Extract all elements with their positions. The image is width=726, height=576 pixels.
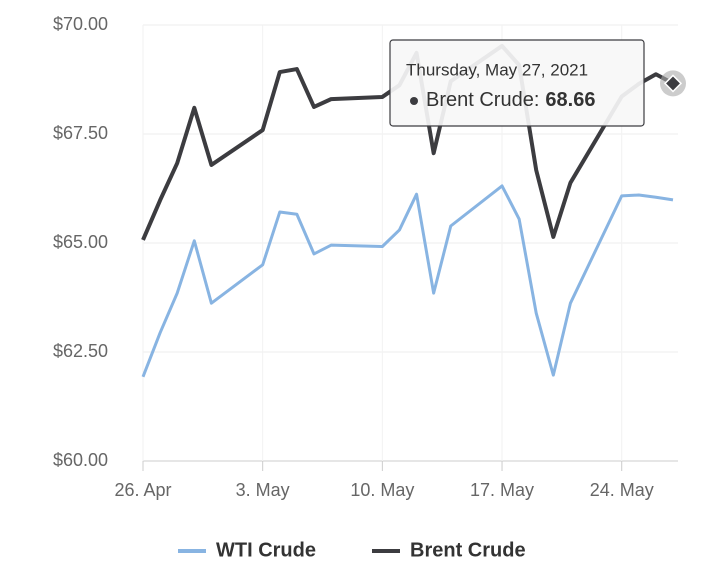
legend-label: Brent Crude: [410, 539, 526, 561]
x-tick-label: 24. May: [590, 480, 654, 500]
y-tick-label: $65.00: [53, 232, 108, 252]
tooltip-dot: [410, 97, 418, 105]
tooltip-title: Thursday, May 27, 2021: [406, 60, 588, 79]
tooltip-value: 68.66: [545, 89, 595, 111]
x-tick-label: 26. Apr: [114, 480, 171, 500]
x-tick-label: 17. May: [470, 480, 534, 500]
y-tick-label: $70.00: [53, 14, 108, 34]
tooltip-text: Brent Crude: 68.66: [426, 89, 595, 111]
legend-label: WTI Crude: [216, 539, 316, 561]
y-tick-label: $60.00: [53, 450, 108, 470]
tooltip-label: Brent Crude:: [426, 89, 539, 111]
y-tick-label: $67.50: [53, 123, 108, 143]
series-line: [141, 184, 674, 378]
x-tick-label: 10. May: [350, 480, 414, 500]
tooltip-box: [389, 39, 645, 127]
x-tick-label: 3. May: [236, 480, 290, 500]
y-tick-label: $62.50: [53, 341, 108, 361]
hover-marker: [663, 74, 683, 93]
